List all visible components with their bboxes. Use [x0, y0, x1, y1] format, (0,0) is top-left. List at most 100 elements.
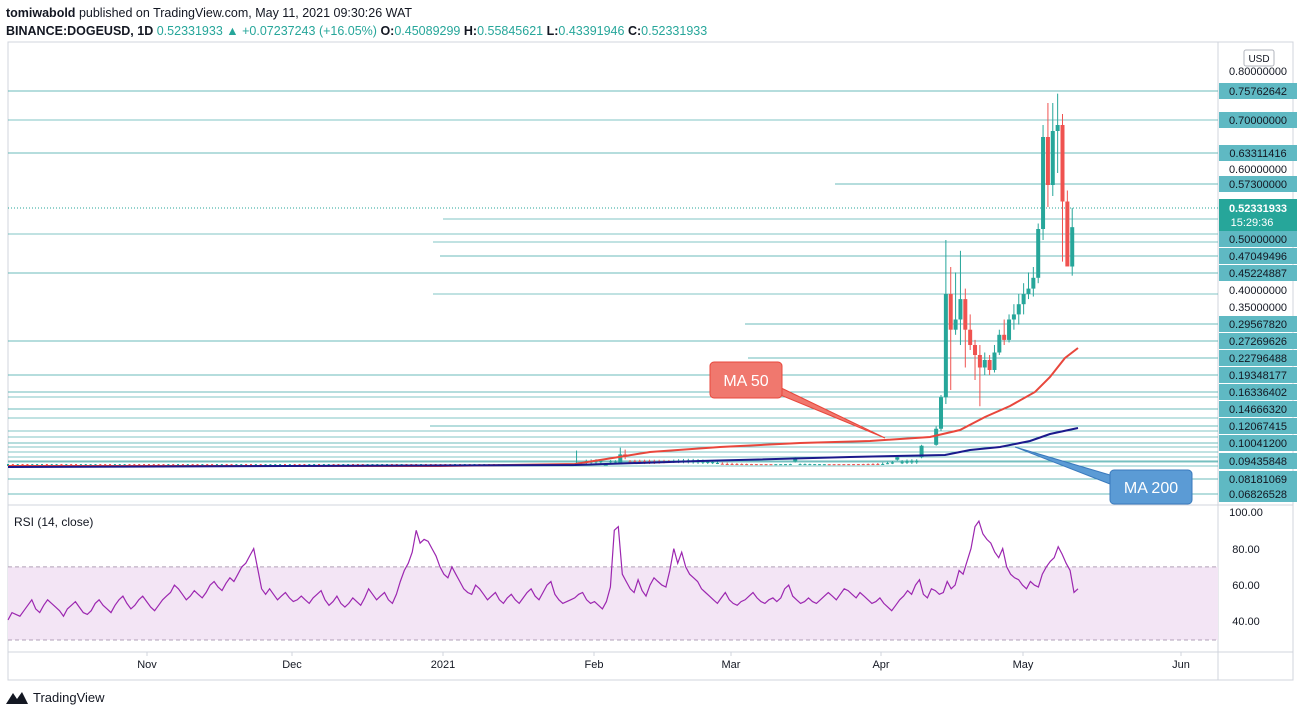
- price-level-label: 0.06826528: [1229, 489, 1287, 501]
- candle: [983, 360, 987, 368]
- candle: [769, 464, 772, 465]
- ma200-callout-label: MA 200: [1124, 480, 1178, 497]
- candle: [886, 463, 889, 464]
- last-price-label: 0.52331933: [1229, 203, 1287, 215]
- candle: [1007, 320, 1011, 340]
- time-axis-label: Nov: [137, 659, 157, 671]
- time-axis-label: Apr: [872, 659, 889, 671]
- rsi-title: RSI (14, close): [14, 515, 93, 529]
- candle: [1022, 294, 1026, 304]
- countdown-label: 15:29:36: [1231, 217, 1274, 229]
- candle: [963, 299, 967, 330]
- candle: [750, 464, 753, 465]
- candle: [1060, 125, 1064, 202]
- ma50-callout-label: MA 50: [723, 373, 768, 390]
- candle: [949, 294, 953, 330]
- price-level-label: 0.14666320: [1229, 404, 1287, 416]
- candle: [1056, 125, 1060, 131]
- candle: [876, 464, 879, 465]
- price-level-label: 0.57300000: [1229, 179, 1287, 191]
- candle: [847, 464, 850, 465]
- rsi-axis-tick: 40.00: [1232, 616, 1260, 628]
- candle: [731, 464, 734, 465]
- time-axis-label: Jun: [1172, 659, 1190, 671]
- ma50-callout-pointer: [775, 385, 885, 438]
- candle: [721, 464, 724, 465]
- candle: [1065, 202, 1069, 267]
- candle: [968, 330, 972, 345]
- price-level-label: 0.22796488: [1229, 353, 1287, 365]
- candle: [862, 464, 865, 465]
- price-level-label: 0.08181069: [1229, 474, 1287, 486]
- price-level-label: 0.47049496: [1229, 251, 1287, 263]
- price-level-label: 0.12067415: [1229, 421, 1287, 433]
- time-axis-label: Mar: [722, 659, 741, 671]
- price-axis-tick: 0.80000000: [1229, 66, 1287, 78]
- price-level-label: 0.29567820: [1229, 319, 1287, 331]
- time-axis-label: May: [1013, 659, 1034, 671]
- candle: [992, 353, 996, 371]
- candle: [1031, 278, 1035, 289]
- candle: [1012, 314, 1016, 319]
- candle: [818, 464, 821, 465]
- candle: [755, 464, 758, 465]
- time-axis-label: 2021: [431, 659, 455, 671]
- candle: [1046, 137, 1050, 185]
- candle: [852, 464, 855, 465]
- brand-text: TradingView: [33, 690, 105, 705]
- price-axis-tick: 0.50000000: [1229, 234, 1287, 246]
- candle: [973, 345, 977, 355]
- candle: [716, 463, 719, 464]
- candle: [833, 464, 836, 465]
- candle: [740, 464, 743, 465]
- candle: [1017, 304, 1021, 314]
- candle: [726, 464, 729, 465]
- candle: [837, 464, 840, 465]
- price-level-label: 0.09435848: [1229, 456, 1287, 468]
- rsi-axis-tick: 80.00: [1232, 544, 1260, 556]
- candle: [711, 462, 714, 463]
- candle: [1070, 227, 1074, 266]
- candle: [944, 294, 948, 397]
- ma200-callout-pointer: [1015, 447, 1110, 484]
- candle: [760, 464, 763, 465]
- candle: [958, 299, 962, 319]
- candle: [813, 464, 816, 465]
- candle: [895, 457, 899, 459]
- candle: [1041, 137, 1045, 229]
- time-axis-label: Feb: [585, 659, 604, 671]
- rsi-band: [8, 567, 1218, 640]
- candle: [881, 464, 884, 465]
- price-level-label: 0.16336402: [1229, 387, 1287, 399]
- candle: [891, 462, 894, 463]
- candle: [997, 335, 1001, 353]
- candle: [789, 464, 792, 465]
- candle: [784, 464, 787, 465]
- candle: [799, 464, 802, 465]
- price-level-label: 0.19348177: [1229, 370, 1287, 382]
- price-axis-tick: 0.70000000: [1229, 115, 1287, 127]
- candle: [915, 461, 918, 463]
- price-level-label: 0.45224887: [1229, 268, 1287, 280]
- candle: [774, 464, 777, 465]
- rsi-axis-tick: 100.00: [1229, 507, 1263, 519]
- candle: [1026, 289, 1030, 294]
- price-axis-tick: 0.40000000: [1229, 285, 1287, 297]
- candle: [765, 464, 768, 465]
- ma50-line: [8, 348, 1078, 466]
- candle: [842, 464, 845, 465]
- tradingview-logo-icon: [6, 691, 28, 705]
- candle: [803, 464, 806, 465]
- candle: [905, 461, 908, 463]
- candle: [867, 464, 870, 465]
- price-level-label: 0.63311416: [1229, 148, 1286, 160]
- candle: [1051, 131, 1055, 185]
- chart-area[interactable]: USD 0.75762642 0.63311416 0.57300000 0.47049…: [0, 0, 1307, 690]
- tradingview-logo[interactable]: TradingView: [6, 690, 105, 705]
- price-level-label: 0.27269626: [1229, 336, 1287, 348]
- candle: [988, 360, 992, 370]
- candle: [779, 464, 782, 465]
- candle: [871, 464, 874, 465]
- candle: [857, 464, 860, 465]
- candle: [745, 464, 748, 465]
